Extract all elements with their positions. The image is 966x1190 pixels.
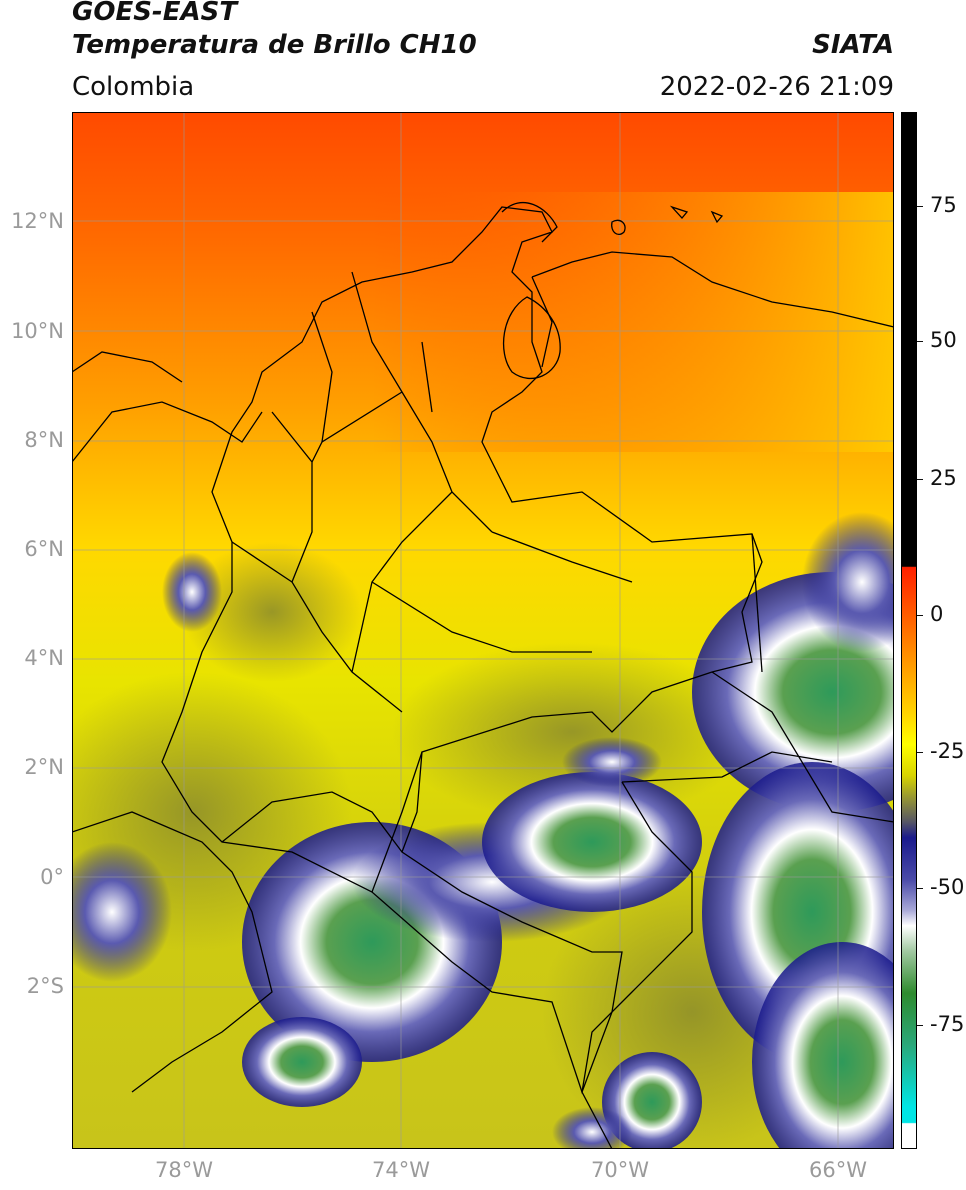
lon-label-66w: 66°W — [809, 1158, 867, 1182]
colorbar-label-neg75: -75 — [930, 1012, 965, 1036]
lat-label-12n: 12°N — [11, 209, 64, 233]
colorbar-label-50: 50 — [930, 328, 957, 352]
lat-label-4n: 4°N — [24, 646, 64, 670]
colorbar — [901, 112, 917, 1149]
lat-label-8n: 8°N — [24, 428, 64, 452]
lat-label-10n: 10°N — [11, 319, 64, 343]
lon-label-74w: 74°W — [372, 1158, 430, 1182]
datetime-label: 2022-02-26 21:09 — [659, 72, 894, 102]
colorbar-label-75: 75 — [930, 193, 957, 217]
colorbar-label-25: 25 — [930, 466, 957, 490]
lon-label-70w: 70°W — [591, 1158, 649, 1182]
colorbar-label-neg50: -50 — [930, 875, 965, 899]
colorbar-label-0: 0 — [930, 602, 944, 626]
lat-label-2s: 2°S — [26, 974, 64, 998]
agency-label: SIATA — [812, 30, 894, 60]
lat-label-6n: 6°N — [24, 537, 64, 561]
satellite-map — [72, 112, 894, 1149]
lon-label-78w: 78°W — [155, 1158, 213, 1182]
region-label: Colombia — [72, 72, 195, 102]
lat-label-0: 0° — [40, 865, 64, 889]
colorbar-label-neg25: -25 — [930, 739, 965, 763]
lat-label-2n: 2°N — [24, 755, 64, 779]
satellite-title: GOES-EAST — [72, 0, 238, 27]
product-title: Temperatura de Brillo CH10 — [72, 30, 477, 60]
